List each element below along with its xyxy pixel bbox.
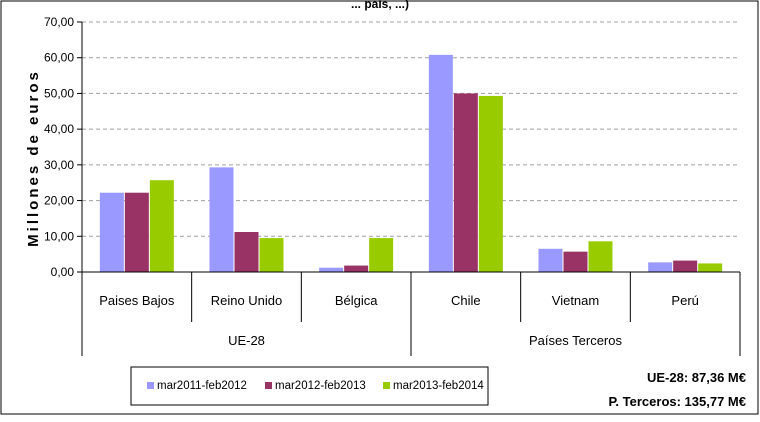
bar-2: [453, 93, 478, 272]
bar-2: [234, 232, 259, 272]
legend-swatch: [265, 382, 272, 389]
legend-label: mar2012-feb2013: [275, 380, 366, 392]
bar-1: [648, 262, 673, 272]
bar-1: [209, 167, 234, 272]
bar-2: [673, 260, 698, 272]
chart-title-fragment: ... pais, ...): [351, 0, 409, 11]
legend-label: mar2011-feb2012: [157, 380, 247, 392]
bar-2: [124, 192, 149, 272]
terceros-total: P. Terceros: 135,77 M€: [608, 394, 746, 409]
x-category-label: Reino Unido: [211, 293, 283, 308]
totals-box: UE-28: 87,36 M€ P. Terceros: 135,77 M€: [608, 366, 746, 414]
y-tick-label: 40,00: [44, 122, 74, 136]
bar-3: [478, 95, 503, 272]
bar-3: [588, 241, 613, 272]
bar-2: [563, 251, 588, 272]
bars: [99, 54, 723, 272]
x-group-label: Países Terceros: [529, 333, 622, 348]
x-group-label: UE-28: [228, 333, 265, 348]
bar-2: [344, 265, 369, 272]
y-tick-label: 0,00: [51, 265, 75, 279]
y-tick-label: 20,00: [44, 194, 74, 208]
bar-1: [538, 248, 563, 272]
bar-3: [149, 180, 174, 272]
ue28-total: UE-28: 87,36 M€: [647, 370, 746, 385]
axes: [81, 22, 741, 356]
y-tick-labels: 0,00 10,00 20,00 30,00 40,00 50,00 60,00 70,00: [44, 15, 74, 279]
y-tick-label: 30,00: [44, 158, 74, 172]
x-category-label: Perú: [671, 293, 698, 308]
y-tick-label: 70,00: [44, 15, 74, 29]
y-tick-label: 60,00: [44, 51, 74, 65]
bar-3: [259, 238, 284, 272]
legend-swatch: [147, 382, 154, 389]
x-category-label: Bélgica: [335, 293, 378, 308]
legend: mar2011-feb2012 mar2012-feb2013 mar2013-fe…: [130, 366, 489, 406]
y-tick-label: 50,00: [44, 86, 74, 100]
y-axis-label: Millones de euros: [25, 69, 42, 247]
x-category-label: Paises Bajos: [99, 293, 175, 308]
legend-swatch: [383, 382, 390, 389]
legend-box: [130, 366, 489, 406]
x-category-label: Chile: [451, 293, 481, 308]
x-category-labels: Paises Bajos Reino Unido Bélgica Chile Vietn…: [99, 293, 699, 308]
bar-1: [319, 267, 344, 272]
x-group-labels: UE-28 Países Terceros: [228, 333, 622, 348]
bar-1: [428, 54, 453, 272]
bar-3: [369, 238, 394, 272]
bar-1: [99, 192, 124, 272]
legend-label: mar2013-feb2014: [393, 380, 484, 392]
bar-3: [698, 263, 723, 272]
x-category-label: Vietnam: [552, 293, 599, 308]
gridlines: [77, 21, 740, 273]
y-tick-label: 10,00: [44, 229, 74, 243]
